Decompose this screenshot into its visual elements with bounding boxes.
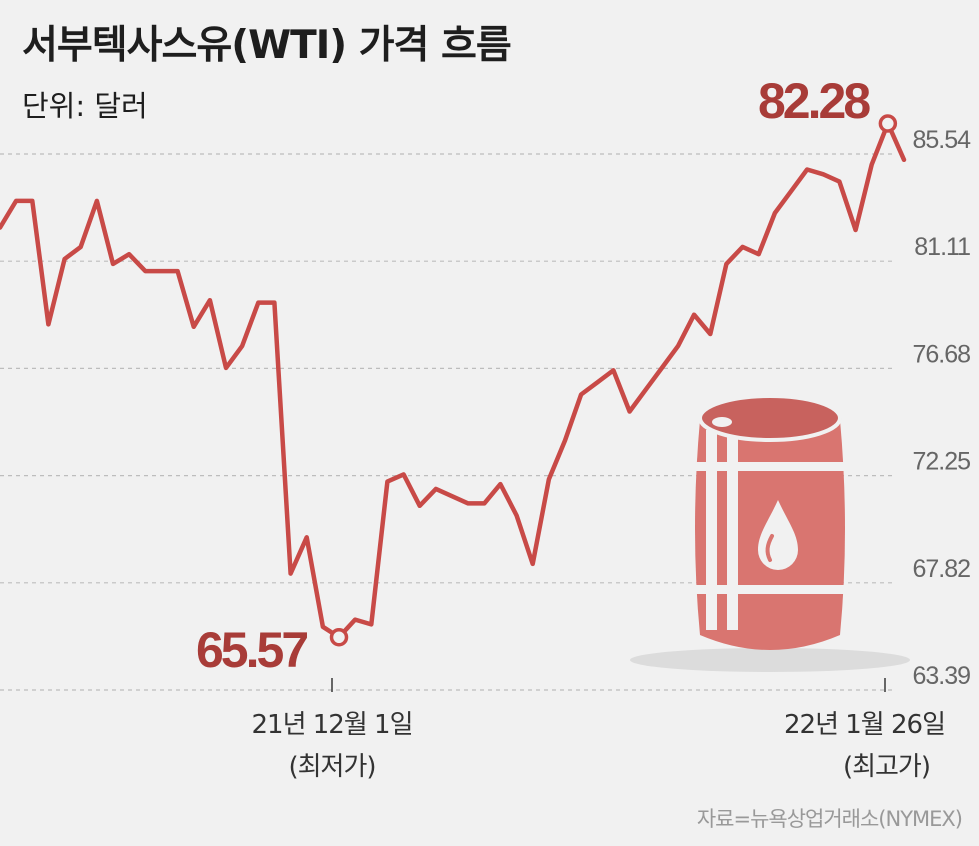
high-value-label: 82.28: [758, 73, 870, 129]
y-tick-label: 76.68: [912, 340, 970, 368]
oil-barrel-icon: [630, 394, 910, 672]
y-axis-ticks: 85.54 81.11 76.68 72.25 67.82 63.39: [912, 126, 972, 690]
chart-title: 서부텍사스유(WTI) 가격 흐름: [22, 23, 511, 68]
y-tick-label: 63.39: [912, 662, 970, 690]
unit-label: 단위: 달러: [22, 89, 148, 123]
y-tick-label: 67.82: [912, 555, 970, 583]
low-date-sublabel: (최저가): [288, 752, 375, 782]
source-note: 자료=뉴욕상업거래소(NYMEX): [697, 807, 962, 831]
high-point-marker: [878, 114, 898, 133]
wti-price-line: [0, 121, 907, 640]
y-tick-label: 72.25: [912, 448, 970, 476]
high-date-sublabel: (최고가): [843, 752, 930, 782]
y-tick-label: 81.11: [914, 233, 970, 261]
low-point-marker: [329, 627, 349, 647]
high-date-label: 22년 1월 26일: [784, 710, 945, 740]
y-tick-label: 85.54: [912, 126, 971, 154]
low-date-label: 21년 12월 1일: [252, 710, 413, 740]
low-value-label: 65.57: [196, 622, 307, 678]
